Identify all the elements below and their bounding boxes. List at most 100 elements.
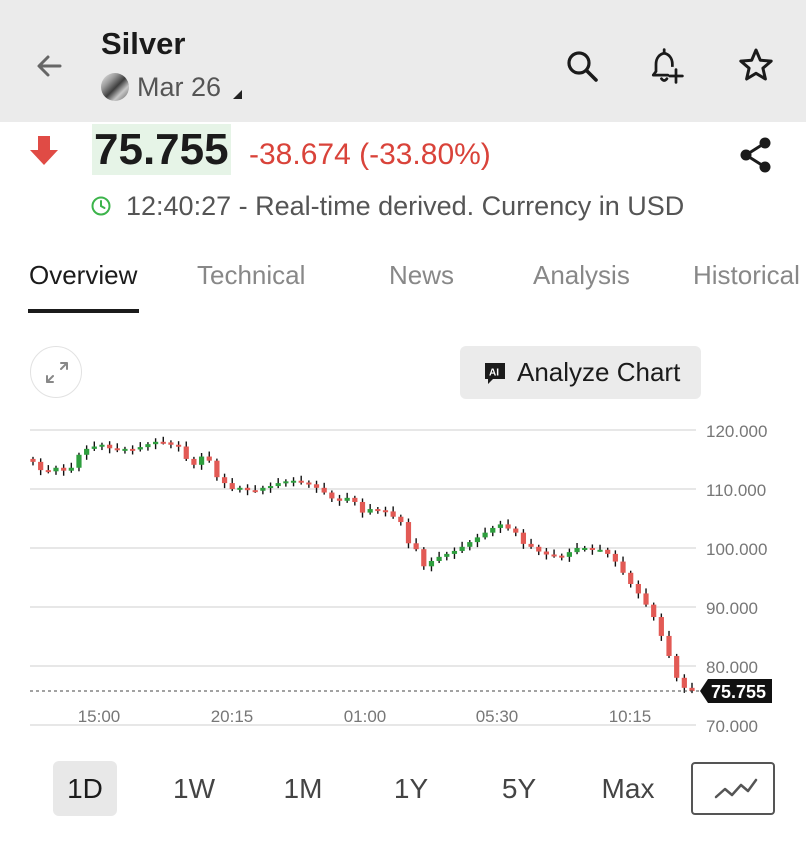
candle-body [53,467,59,472]
candle-body [413,543,419,550]
expand-chart-button[interactable] [30,346,82,398]
candle-body [482,532,488,538]
candle-body [398,516,404,523]
candle-body [474,537,481,543]
y-tick-label: 100.000 [706,540,767,559]
candle-body [674,655,680,678]
x-tick-label: 15:00 [78,707,121,726]
dropdown-caret-icon [233,89,243,99]
candle-body [505,524,511,529]
back-arrow-icon[interactable] [30,46,70,86]
analyze-chart-button[interactable]: AI Analyze Chart [460,346,701,399]
x-tick-label: 20:15 [211,707,254,726]
candle-body [229,483,235,489]
range-1d-button[interactable]: 1D [53,761,117,816]
candle-body [306,482,312,485]
last-price-tag-label: 75.755 [711,682,766,702]
analyze-chart-label: Analyze Chart [517,357,681,387]
candle-body [221,477,228,484]
candle-body [130,448,136,451]
candle-body [367,509,373,513]
candle-body [114,448,120,451]
candle-body [444,553,450,557]
search-icon[interactable] [562,44,602,88]
price-change: -38.674 (-33.80%) [249,138,491,171]
candle-body [237,487,243,490]
candle-body [428,560,435,567]
candle-body [275,483,281,487]
range-5y-button[interactable]: 5Y [501,773,537,804]
y-tick-label: 120.000 [706,422,767,441]
tab-overview[interactable]: Overview [29,260,138,290]
candle-body [352,497,358,502]
candle-body [38,461,44,471]
candle-body [551,554,557,557]
candle-body [137,447,143,450]
range-1m-button[interactable]: 1M [283,773,323,804]
instrument-title: Silver [101,26,186,61]
candle-body [628,572,634,584]
candle-body [191,458,197,465]
candle-body [635,583,641,594]
candle-body [543,551,550,555]
candle-body [689,687,695,692]
contract-selector[interactable]: Mar 26 [101,70,243,104]
price-chart[interactable]: 120.000 110.000 100.000 90.000 80.000 70.000 1… [0,415,806,735]
candle-body [651,604,657,618]
tab-technical[interactable]: Technical [197,260,306,290]
candle-body [260,487,266,491]
candle-body [122,448,128,451]
candle-body [313,484,320,488]
candle-body [589,548,595,550]
expand-icon [46,362,68,383]
y-tick-label: 70.000 [706,717,758,735]
down-arrow-icon [30,136,58,165]
tab-analysis[interactable]: Analysis [533,260,630,290]
candle-body [681,677,687,688]
range-1w-button[interactable]: 1W [173,773,215,804]
candle-body [459,546,465,551]
candle-body [61,467,67,471]
y-tick-label: 80.000 [706,658,758,677]
candle-body [214,460,220,478]
candle-body [390,511,396,517]
candle-body [45,470,51,473]
candle-body [451,550,458,554]
candle-body [359,501,366,513]
candle-body [91,446,97,449]
y-tick-label: 110.000 [706,481,766,500]
clock-icon [91,196,111,216]
add-alert-bell-icon[interactable] [646,44,686,88]
svg-text:AI: AI [489,367,499,378]
candle-body [84,448,90,455]
candle-body [566,552,572,557]
share-icon[interactable] [736,134,776,176]
candle-body [290,480,297,483]
candle-body [597,549,603,552]
tab-historical[interactable]: Historical [693,260,800,290]
candle-body [658,617,664,636]
chart-type-button[interactable] [691,762,775,815]
candle-body [252,490,258,493]
candle-body [283,481,289,484]
star-icon[interactable] [736,44,776,88]
candle-body [298,480,304,483]
candle-body [206,456,212,461]
candle-body [497,524,504,528]
candle-body [244,487,251,491]
candle-body [329,492,335,499]
range-1y-button[interactable]: 1Y [393,773,429,804]
tab-news[interactable]: News [389,260,455,290]
candle-body [559,555,565,558]
candle-body [99,444,105,447]
candle-body [536,546,542,552]
range-max-button[interactable]: Max [601,773,655,804]
candle-body [336,498,343,501]
candle-body [405,522,412,544]
candle-body [620,561,626,573]
realtime-info: 12:40:27 - Real-time derived. Currency i… [126,191,685,221]
contract-label: Mar 26 [137,71,222,102]
candle-body [467,542,473,547]
candle-body [344,497,350,501]
candle-body [582,548,588,550]
